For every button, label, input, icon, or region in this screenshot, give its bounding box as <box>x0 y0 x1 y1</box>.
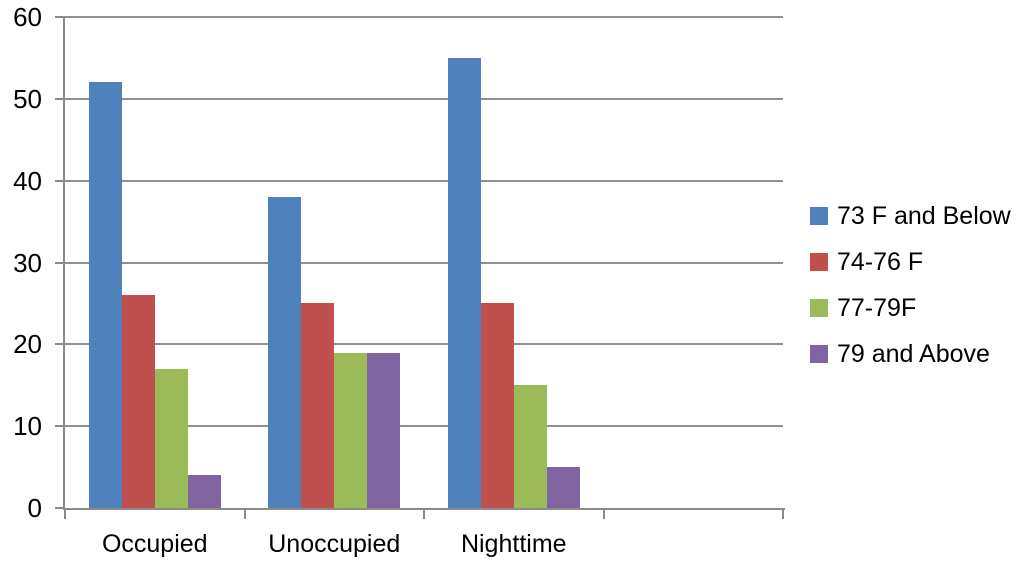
bar-77-79f-nighttime <box>513 385 547 508</box>
x-tick-3 <box>602 510 605 519</box>
y-tick-label-0: 0 <box>27 493 42 523</box>
plot-area <box>65 16 783 508</box>
bar-79-and-above-nighttime <box>546 467 580 508</box>
legend-item-73-f-and-below: 73 F and Below <box>810 203 1011 229</box>
y-tick-label-10: 10 <box>13 411 42 442</box>
legend-item-74-76-f: 74-76 F <box>810 249 1011 275</box>
legend-label-73-f-and-below: 73 F and Below <box>837 202 1011 230</box>
y-tick-60 <box>55 16 63 18</box>
x-tick-4 <box>782 510 784 519</box>
legend-label-74-76-f: 74-76 F <box>837 248 924 276</box>
y-tick-label-60: 60 <box>13 2 42 32</box>
y-tick-label-30: 30 <box>13 247 42 278</box>
x-tick-0 <box>64 510 66 519</box>
bar-79-and-above-occupied <box>187 475 221 508</box>
x-category-label-unoccupied: Unoccupied <box>268 530 401 558</box>
bar-73-f-and-below-occupied <box>88 82 122 508</box>
bar-74-76-f-unoccupied <box>301 303 335 508</box>
bar-74-76-f-occupied <box>121 295 155 508</box>
legend-swatch-74-76-f <box>810 253 828 271</box>
bar-73-f-and-below-unoccupied <box>268 197 302 508</box>
gridline-60 <box>65 16 783 18</box>
legend-item-79-and-above: 79 and Above <box>810 341 1011 367</box>
bar-74-76-f-nighttime <box>480 303 514 508</box>
x-category-label-nighttime: Nighttime <box>460 530 567 558</box>
y-tick-30 <box>55 261 63 264</box>
chart-legend: 73 F and Below 74-76 F 77-79F 79 and Above <box>810 203 1011 387</box>
y-axis-line <box>63 16 65 510</box>
bar-77-79f-occupied <box>154 368 188 508</box>
legend-item-77-79f: 77-79F <box>810 295 1011 321</box>
legend-label-77-79f: 77-79F <box>837 294 917 322</box>
gridline-10 <box>65 425 783 428</box>
legend-swatch-73-f-and-below <box>810 207 828 225</box>
bar-79-and-above-unoccupied <box>367 352 401 508</box>
y-tick-20 <box>55 343 63 346</box>
y-tick-0 <box>55 507 63 509</box>
y-tick-40 <box>55 179 63 182</box>
bar-77-79f-unoccupied <box>334 352 368 508</box>
x-axis-line <box>63 508 785 510</box>
gridline-30 <box>65 261 783 264</box>
gridline-50 <box>65 97 783 100</box>
gridline-20 <box>65 343 783 346</box>
y-tick-50 <box>55 97 63 100</box>
gridline-40 <box>65 179 783 182</box>
x-category-label-occupied: Occupied <box>101 530 208 558</box>
x-tick-1 <box>243 510 246 519</box>
bar-73-f-and-below-nighttime <box>447 57 481 508</box>
legend-swatch-77-79f <box>810 299 828 317</box>
y-tick-10 <box>55 425 63 428</box>
y-tick-label-20: 20 <box>13 329 42 360</box>
y-tick-label-40: 40 <box>13 165 42 196</box>
legend-label-79-and-above: 79 and Above <box>837 340 990 368</box>
x-tick-2 <box>423 510 425 519</box>
legend-swatch-79-and-above <box>810 345 828 363</box>
y-tick-label-50: 50 <box>13 83 42 114</box>
